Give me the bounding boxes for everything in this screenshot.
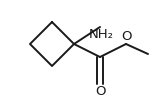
Text: O: O (95, 85, 105, 98)
Text: NH₂: NH₂ (89, 28, 114, 41)
Text: O: O (121, 30, 131, 43)
